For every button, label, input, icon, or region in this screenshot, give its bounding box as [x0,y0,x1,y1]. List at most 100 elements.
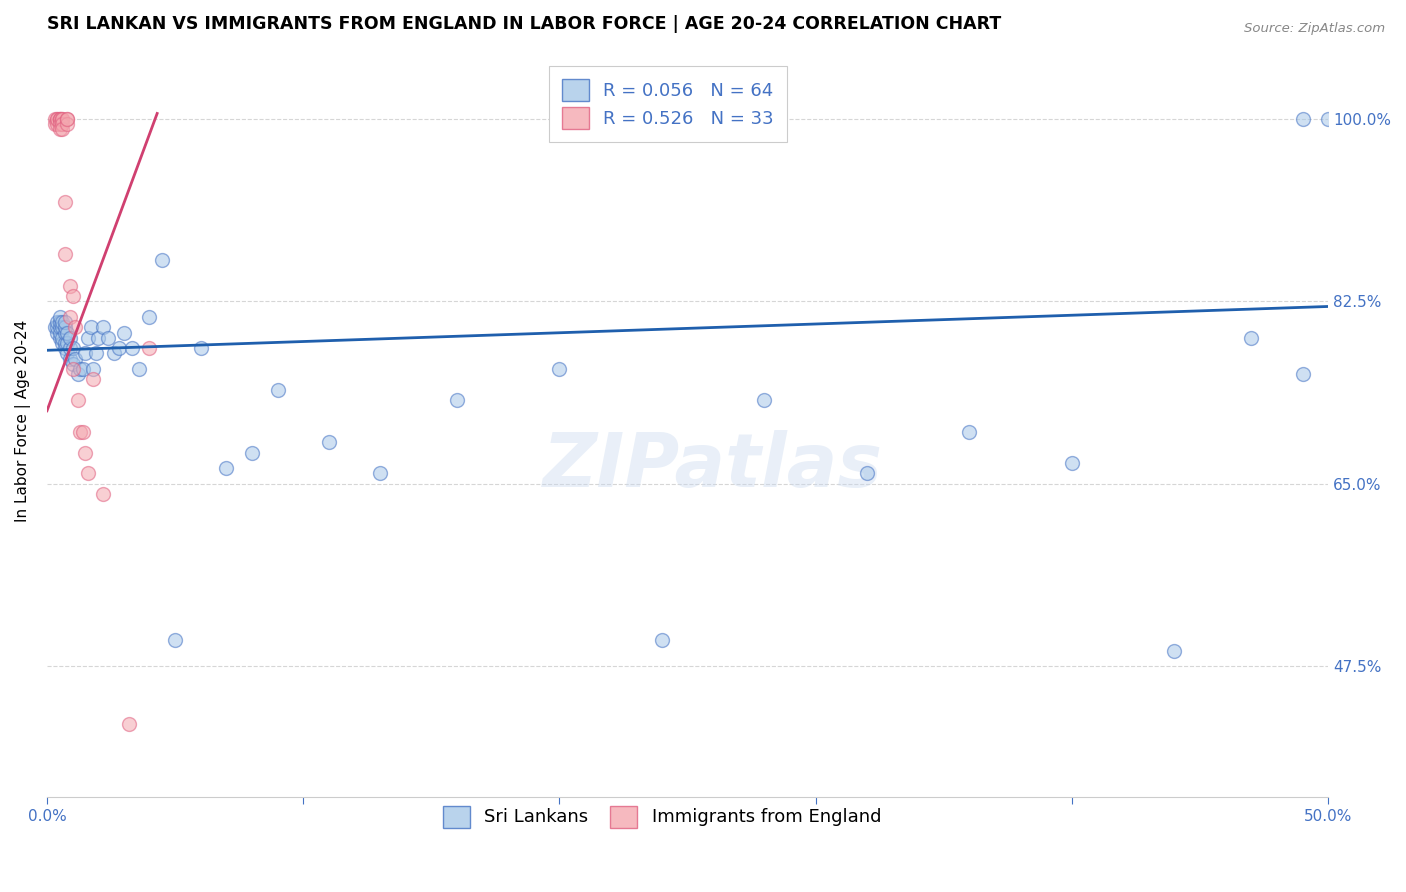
Point [651,633,673,648]
Point [56,326,79,340]
Point [240,445,263,459]
Point [49,122,72,136]
Point [49,310,72,324]
Point [56,112,79,126]
Point [49,326,72,340]
Point [62,362,84,376]
Point [1163,644,1185,658]
Point [46,112,69,126]
Point [59,351,82,366]
Point [63,351,86,366]
Point [49,315,72,329]
Point [51,112,73,126]
Point [138,310,160,324]
Point [46,117,69,131]
Point [46,326,69,340]
Point [93,320,115,334]
Point [77,331,100,345]
Point [66,393,89,408]
Point [66,368,89,382]
Point [1317,112,1340,126]
Point [1060,456,1083,470]
Point [51,320,73,334]
Point [44,320,66,334]
Y-axis label: In Labor Force | Age 20-24: In Labor Force | Age 20-24 [15,320,31,523]
Point [128,362,150,376]
Point [77,467,100,481]
Point [138,341,160,355]
Point [53,336,76,351]
Point [75,445,97,459]
Point [62,357,84,371]
Point [49,331,72,345]
Point [49,117,72,131]
Point [46,112,69,126]
Point [93,487,115,501]
Legend: Sri Lankans, Immigrants from England: Sri Lankans, Immigrants from England [433,797,890,837]
Point [46,315,69,329]
Point [46,320,69,334]
Point [121,341,143,355]
Point [44,117,66,131]
Point [51,331,73,345]
Point [446,393,468,408]
Point [150,252,173,267]
Point [44,112,66,126]
Point [51,122,73,136]
Point [72,425,94,439]
Point [548,362,571,376]
Point [266,383,288,397]
Point [49,112,72,126]
Point [754,393,776,408]
Point [87,331,110,345]
Point [53,326,76,340]
Point [53,341,76,355]
Point [190,341,212,355]
Point [59,341,82,355]
Text: ZIPatlas: ZIPatlas [543,430,883,503]
Point [1291,112,1313,126]
Point [318,435,340,450]
Point [856,467,879,481]
Point [62,289,84,303]
Point [51,336,73,351]
Point [69,425,91,439]
Point [56,117,79,131]
Point [49,112,72,126]
Point [82,372,104,386]
Point [75,346,97,360]
Point [69,362,91,376]
Point [53,315,76,329]
Point [59,331,82,345]
Point [56,112,79,126]
Point [118,716,141,731]
Point [97,331,120,345]
Point [56,346,79,360]
Point [84,346,107,360]
Text: SRI LANKAN VS IMMIGRANTS FROM ENGLAND IN LABOR FORCE | AGE 20-24 CORRELATION CHA: SRI LANKAN VS IMMIGRANTS FROM ENGLAND IN… [46,15,1001,33]
Point [56,336,79,351]
Point [51,117,73,131]
Point [51,315,73,329]
Point [72,362,94,376]
Point [49,320,72,334]
Point [82,362,104,376]
Point [165,633,187,648]
Point [49,112,72,126]
Point [59,310,82,324]
Point [215,461,238,475]
Point [1240,331,1263,345]
Point [1291,368,1313,382]
Text: Source: ZipAtlas.com: Source: ZipAtlas.com [1244,22,1385,36]
Point [103,346,125,360]
Point [63,320,86,334]
Point [112,326,135,340]
Point [59,278,82,293]
Point [53,195,76,210]
Point [62,341,84,355]
Point [53,320,76,334]
Point [368,467,391,481]
Point [107,341,129,355]
Point [51,112,73,126]
Point [79,320,101,334]
